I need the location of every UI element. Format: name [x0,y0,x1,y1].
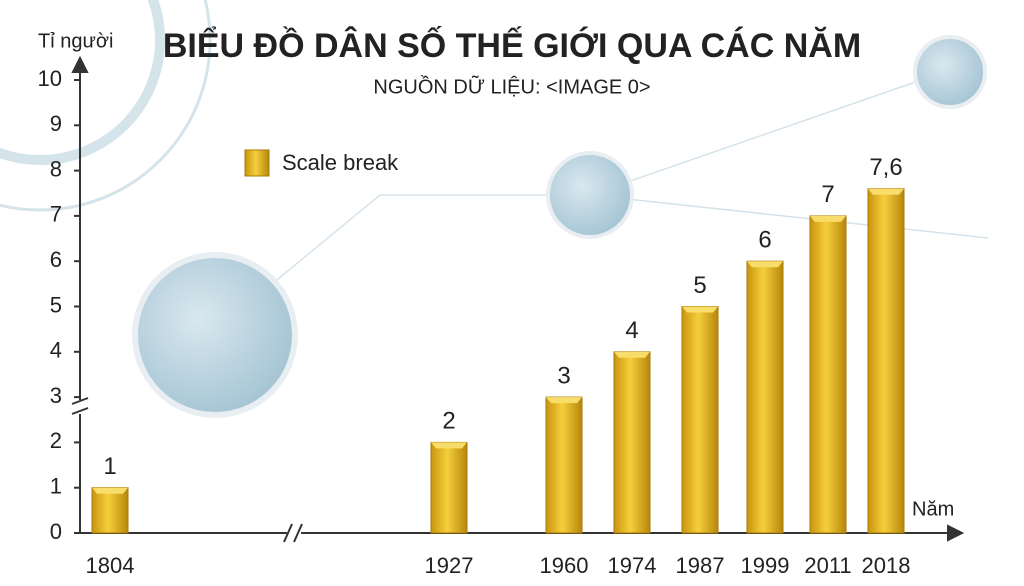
x-tick-label: 1804 [86,553,135,578]
bar [545,396,583,534]
bar [867,188,905,534]
bar [91,487,129,534]
data-label: 1 [103,453,116,480]
x-tick-label: 2011 [804,553,851,578]
bar [746,260,784,534]
bar [613,351,651,534]
legend-label: Scale break [282,150,399,175]
x-tick-label: 2018 [862,553,911,578]
bar-top [682,306,718,313]
y-tick-label: 3 [50,383,62,408]
x-tick-label: 1927 [425,553,474,578]
y-axis-label: Tỉ người [38,30,113,52]
y-tick-label: 8 [50,156,62,181]
y-tick-label: 7 [50,202,62,227]
y-tick-label: 9 [50,111,62,136]
x-tick-label: 1974 [608,553,657,578]
y-tick-label: 1 [50,474,62,499]
legend: Scale break [244,149,399,177]
data-label: 7,6 [869,154,902,181]
data-label: 4 [625,317,638,344]
chart-subtitle: NGUỒN DỮ LIỆU: <IMAGE 0> [373,74,650,98]
data-label: 6 [758,227,771,254]
y-tick-label: 5 [50,292,62,317]
decoration [0,0,989,418]
bar-top [546,397,582,404]
bar [809,215,847,534]
legend-swatch [244,149,270,177]
x-axis-label: Năm [912,498,954,520]
y-tick-label: 0 [50,519,62,544]
chart-title: BIỂU ĐỒ DÂN SỐ THẾ GIỚI QUA CÁC NĂM [163,26,861,65]
bar-top [810,215,846,222]
bar-top [614,351,650,358]
data-label: 3 [557,362,570,389]
y-tick-label: 4 [50,338,62,363]
x-tick-label: 1987 [676,553,725,578]
bar-top [92,487,128,494]
bar-top [868,188,904,195]
y-tick-label: 2 [50,428,62,453]
data-label: 7 [821,181,834,208]
x-tick-label: 1999 [741,553,790,578]
y-tick-label: 10 [38,66,62,91]
bar-top [431,442,467,449]
bar-top [747,261,783,268]
x-tick-label: 1960 [540,553,589,578]
axes [71,55,965,543]
bar [681,306,719,534]
data-label: 2 [442,408,455,435]
y-tick-label: 6 [50,247,62,272]
data-label: 5 [693,272,706,299]
bar [430,441,468,534]
